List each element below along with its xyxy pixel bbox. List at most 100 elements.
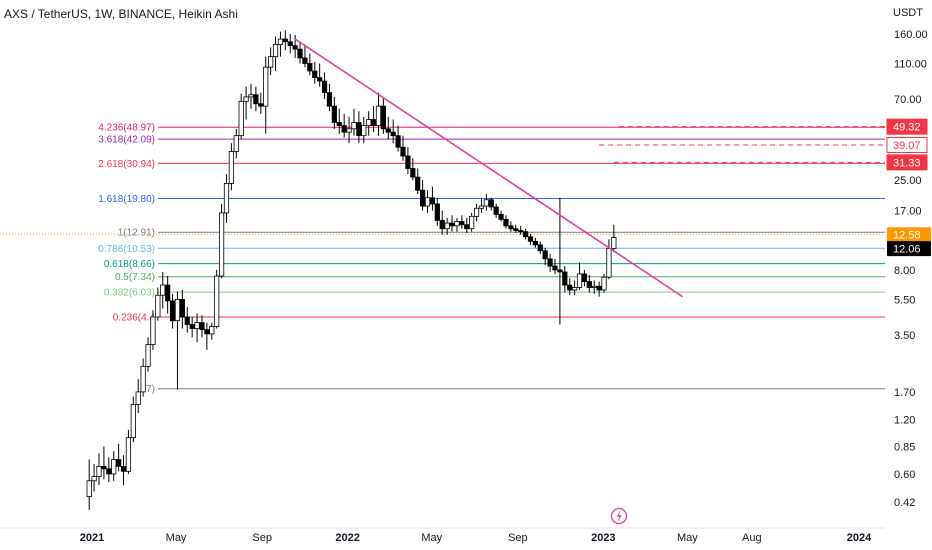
candle xyxy=(493,203,499,218)
time-tick-label: May xyxy=(677,532,698,544)
fib-level-label: 4.236(48.97) xyxy=(98,123,155,134)
fib-level-label: 3.618(42.09) xyxy=(98,135,155,146)
candle-body xyxy=(272,44,279,58)
candle-body xyxy=(390,131,396,137)
candle-body xyxy=(169,300,176,322)
price-tick-label: 25.00 xyxy=(894,175,922,187)
candle xyxy=(263,56,269,134)
candle xyxy=(346,116,352,144)
candle xyxy=(434,197,440,226)
candle-body xyxy=(576,273,583,288)
candle xyxy=(405,147,411,175)
candle xyxy=(297,41,303,64)
candle-body xyxy=(557,269,563,273)
time-tick-label: 2021 xyxy=(80,532,104,544)
candle xyxy=(415,168,421,194)
time-tick-label: Aug xyxy=(742,532,762,544)
candle-body xyxy=(581,273,588,282)
candle xyxy=(420,180,426,211)
candle xyxy=(174,291,181,390)
candle xyxy=(96,453,102,486)
candle-body xyxy=(532,240,538,246)
candle-body xyxy=(375,105,382,127)
candle xyxy=(179,289,185,329)
time-tick-label: 2023 xyxy=(591,532,615,544)
price-tick-label: 17.00 xyxy=(894,206,922,218)
candle xyxy=(429,186,436,211)
lightning-icon[interactable] xyxy=(610,507,628,525)
candle xyxy=(527,234,534,245)
price-tick-label: 0.60 xyxy=(894,469,915,481)
price-tick-label: 1.70 xyxy=(894,387,915,399)
time-tick-label: May xyxy=(166,532,187,544)
candle xyxy=(312,62,318,84)
candle xyxy=(488,197,494,211)
candle xyxy=(111,451,117,481)
candle xyxy=(567,278,573,296)
candle xyxy=(439,210,445,235)
candle-body xyxy=(160,284,166,296)
candle-body xyxy=(111,459,117,475)
candle xyxy=(218,203,225,279)
time-tick-label: Sep xyxy=(508,532,528,544)
candle xyxy=(537,241,543,254)
price-tick-label: 3.50 xyxy=(894,330,915,342)
candle-body xyxy=(218,212,225,277)
candle xyxy=(341,113,347,138)
candle xyxy=(135,379,141,414)
price-axis[interactable]: 160.00 110.00 70.00 25.00 17.00 8.00 5.50 3.50 1… xyxy=(894,29,928,509)
candles xyxy=(86,30,617,510)
candle-body xyxy=(527,236,534,242)
candle xyxy=(591,280,597,294)
fib-level-label: 1(12.91) xyxy=(118,228,155,239)
candle-body xyxy=(547,258,553,267)
fib-level-label: 0.382(6.03) xyxy=(104,288,155,299)
candle-body xyxy=(469,215,475,230)
candle xyxy=(160,271,166,309)
candle-body xyxy=(120,466,127,472)
candle-body xyxy=(370,119,377,127)
candle xyxy=(380,96,386,134)
candle-body xyxy=(248,94,254,98)
price-tag-text: 31.33 xyxy=(893,157,921,169)
candle xyxy=(395,125,401,152)
candle xyxy=(586,275,592,293)
candle xyxy=(101,446,107,480)
candle-body xyxy=(238,100,244,137)
candle xyxy=(165,276,171,314)
candle xyxy=(228,143,234,191)
candle-body xyxy=(444,222,450,230)
candle-body xyxy=(380,105,386,130)
candle xyxy=(199,315,205,338)
candle-body xyxy=(292,45,298,50)
candle xyxy=(366,111,372,136)
candle xyxy=(214,269,220,329)
candle-body xyxy=(125,437,132,472)
candle xyxy=(184,306,190,333)
candle xyxy=(321,72,328,100)
candle xyxy=(91,464,97,492)
candle-body xyxy=(312,70,318,78)
candle-body xyxy=(454,221,460,227)
candle xyxy=(557,197,563,325)
candle-body xyxy=(331,105,337,123)
candle xyxy=(473,203,480,222)
candle xyxy=(562,266,568,293)
candle xyxy=(410,158,416,181)
candle xyxy=(424,190,431,213)
candle-body xyxy=(351,122,357,130)
time-axis[interactable]: 2021 May Sep 2022 May Sep 2023 May Aug 2024 xyxy=(80,532,872,544)
candle xyxy=(268,47,274,76)
candle xyxy=(498,210,504,222)
candle xyxy=(454,217,460,232)
fib-level-label: 0.618(8.66) xyxy=(104,259,155,270)
trendline-line xyxy=(294,38,683,298)
candle xyxy=(361,116,367,144)
candle xyxy=(483,193,489,211)
candle xyxy=(375,92,382,136)
candle xyxy=(336,108,342,134)
candle xyxy=(596,281,602,297)
time-tick-label: 2022 xyxy=(335,532,359,544)
candle-body xyxy=(174,299,181,322)
